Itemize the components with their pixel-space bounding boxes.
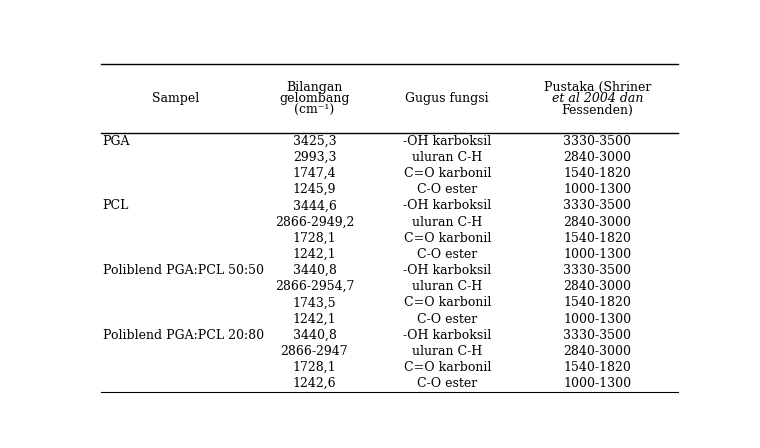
Text: 2866-2949,2: 2866-2949,2 [275, 215, 354, 228]
Text: Pustaka (Shriner: Pustaka (Shriner [543, 81, 651, 94]
Text: Bilangan: Bilangan [287, 81, 343, 94]
Text: 3330-3500: 3330-3500 [563, 329, 632, 342]
Text: uluran C-H: uluran C-H [412, 345, 483, 358]
Text: 1242,1: 1242,1 [293, 248, 336, 261]
Text: PGA: PGA [103, 135, 130, 148]
Text: 2840-3000: 2840-3000 [563, 215, 632, 228]
Text: 2993,3: 2993,3 [293, 151, 336, 164]
Text: Gugus fungsi: Gugus fungsi [405, 92, 489, 105]
Text: 3444,6: 3444,6 [293, 199, 337, 212]
Text: Poliblend PGA:PCL 50:50: Poliblend PGA:PCL 50:50 [103, 264, 264, 277]
Text: 3425,3: 3425,3 [293, 135, 336, 148]
Text: 1245,9: 1245,9 [293, 183, 336, 196]
Text: 1728,1: 1728,1 [293, 232, 336, 245]
Text: 2866-2954,7: 2866-2954,7 [275, 280, 354, 293]
Text: 3330-3500: 3330-3500 [563, 264, 632, 277]
Text: 1000-1300: 1000-1300 [563, 248, 632, 261]
Text: 1000-1300: 1000-1300 [563, 377, 632, 390]
Text: 1242,6: 1242,6 [293, 377, 336, 390]
Text: uluran C-H: uluran C-H [412, 215, 483, 228]
Text: 2866-2947: 2866-2947 [280, 345, 348, 358]
Text: uluran C-H: uluran C-H [412, 151, 483, 164]
Text: 1242,1: 1242,1 [293, 313, 336, 326]
Text: C=O karbonil: C=O karbonil [404, 361, 491, 374]
Text: 3440,8: 3440,8 [293, 264, 337, 277]
Text: 2840-3000: 2840-3000 [563, 280, 632, 293]
Text: uluran C-H: uluran C-H [412, 280, 483, 293]
Text: Poliblend PGA:PCL 20:80: Poliblend PGA:PCL 20:80 [103, 329, 264, 342]
Text: 1540-1820: 1540-1820 [563, 167, 632, 180]
Text: C-O ester: C-O ester [417, 313, 477, 326]
Text: 1000-1300: 1000-1300 [563, 183, 632, 196]
Text: (cm⁻¹): (cm⁻¹) [294, 103, 334, 116]
Text: C=O karbonil: C=O karbonil [404, 297, 491, 310]
Text: -OH karboksil: -OH karboksil [403, 135, 492, 148]
Text: 1728,1: 1728,1 [293, 361, 336, 374]
Text: 1540-1820: 1540-1820 [563, 361, 632, 374]
Text: 1000-1300: 1000-1300 [563, 313, 632, 326]
Text: -OH karboksil: -OH karboksil [403, 329, 492, 342]
Text: -OH karboksil: -OH karboksil [403, 199, 492, 212]
Text: 1743,5: 1743,5 [293, 297, 336, 310]
Text: PCL: PCL [103, 199, 129, 212]
Text: 2840-3000: 2840-3000 [563, 345, 632, 358]
Text: Fessenden): Fessenden) [562, 103, 633, 116]
Text: 3330-3500: 3330-3500 [563, 199, 632, 212]
Text: -OH karboksil: -OH karboksil [403, 264, 492, 277]
Text: 1540-1820: 1540-1820 [563, 232, 632, 245]
Text: 3440,8: 3440,8 [293, 329, 337, 342]
Text: C-O ester: C-O ester [417, 377, 477, 390]
Text: et al 2004 dan: et al 2004 dan [552, 92, 643, 105]
Text: Sampel: Sampel [152, 92, 200, 105]
Text: C-O ester: C-O ester [417, 248, 477, 261]
Text: 3330-3500: 3330-3500 [563, 135, 632, 148]
Text: 1747,4: 1747,4 [293, 167, 336, 180]
Text: C=O karbonil: C=O karbonil [404, 232, 491, 245]
Text: 2840-3000: 2840-3000 [563, 151, 632, 164]
Text: C-O ester: C-O ester [417, 183, 477, 196]
Text: 1540-1820: 1540-1820 [563, 297, 632, 310]
Text: C=O karbonil: C=O karbonil [404, 167, 491, 180]
Text: gelombang: gelombang [279, 92, 350, 105]
